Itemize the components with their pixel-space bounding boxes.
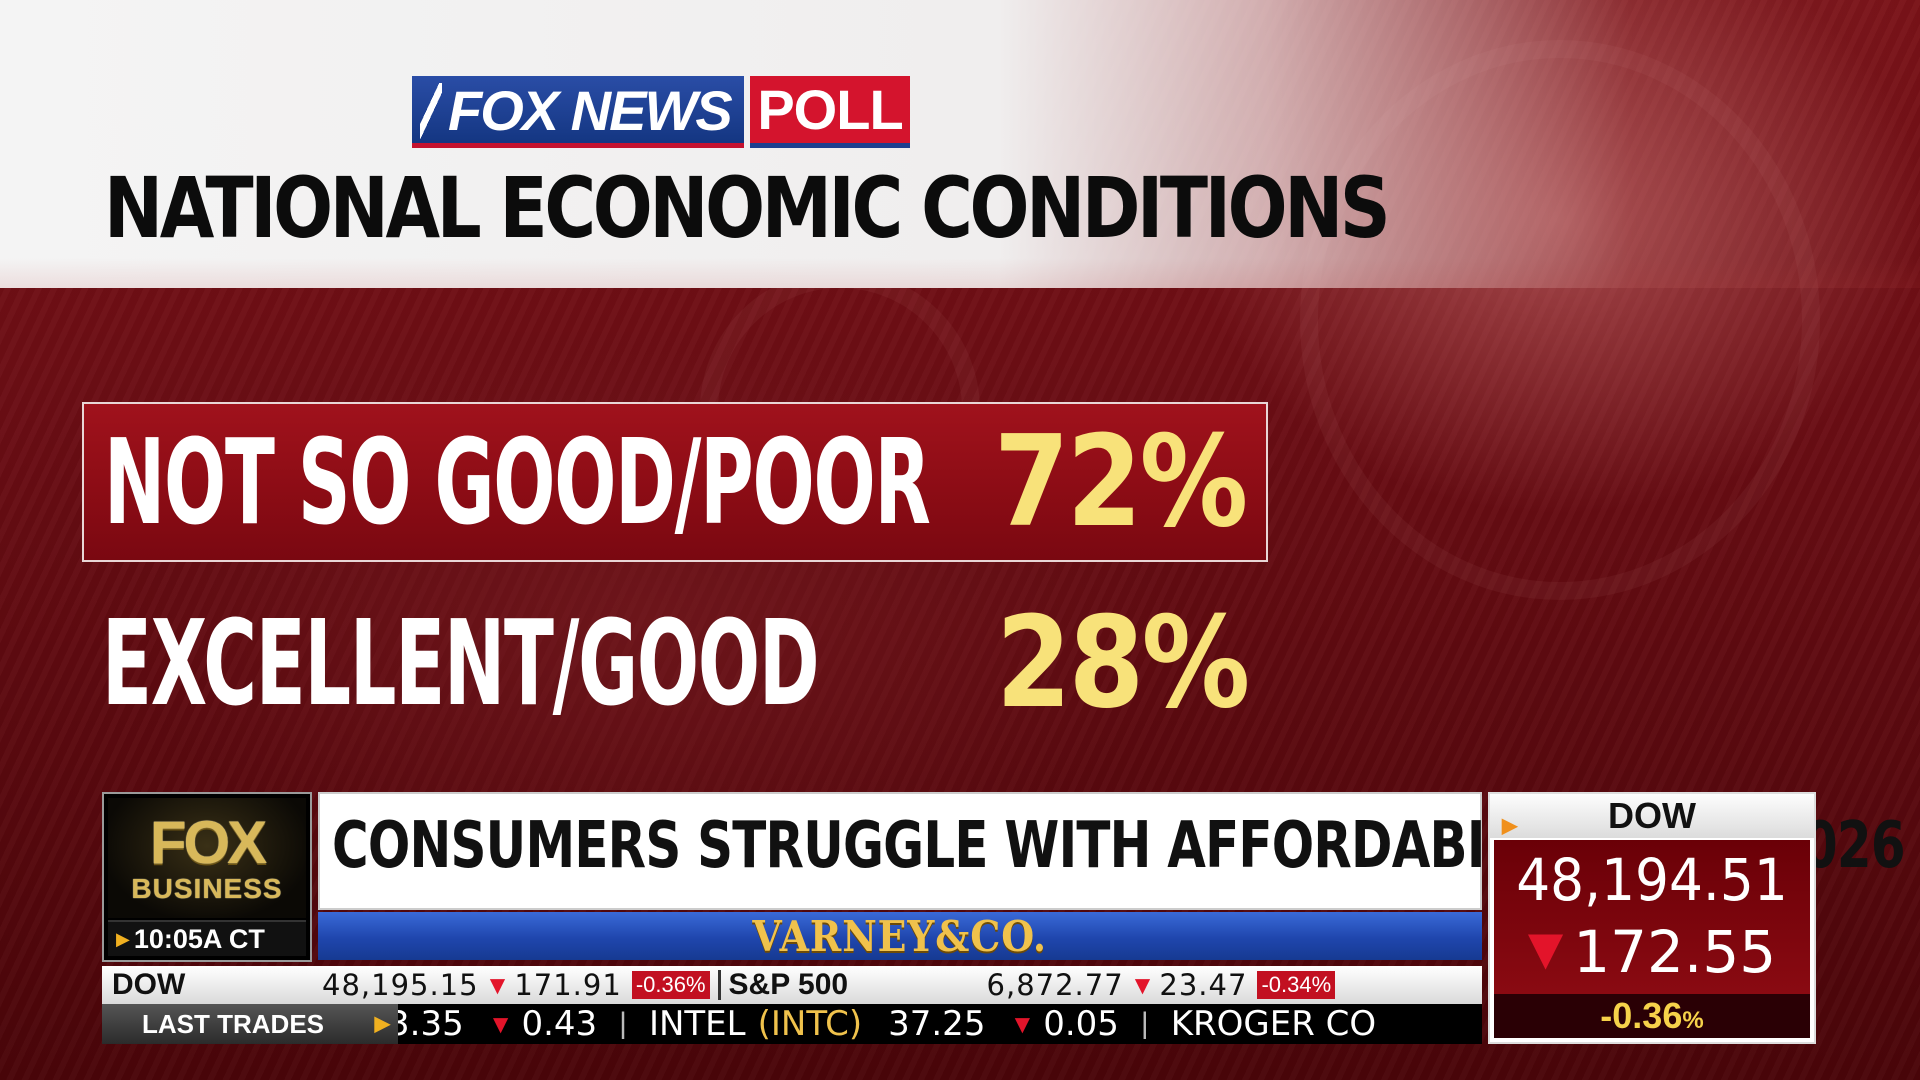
fox-news-slash-icon xyxy=(420,82,442,139)
down-triangle-icon: ▼ xyxy=(1009,1008,1036,1039)
dow-index-change: 172.55 xyxy=(1573,918,1777,986)
clock-time: 10:05A CT xyxy=(133,923,265,954)
result-value: 72% xyxy=(994,408,1248,555)
dow-index-header: ▶ DOW xyxy=(1490,794,1814,838)
dow-index-value: 48,194.51 xyxy=(1516,846,1788,914)
trade-change: 0.05 xyxy=(1043,1004,1119,1044)
trade-symbol: (INTC) xyxy=(757,1004,863,1044)
down-triangle-icon: ▼ xyxy=(484,969,511,1000)
dow-index-change-row: ▼ 172.55 xyxy=(1494,918,1810,986)
trade-name: KROGER CO xyxy=(1170,1004,1377,1044)
clock-bar: ▶ 10:05A CT xyxy=(108,920,306,956)
ticker-value: 48,195.15 xyxy=(322,968,479,1002)
last-trades-label: LAST TRADES ▶ xyxy=(102,1004,398,1044)
result-label: EXCELLENT/GOOD xyxy=(102,594,820,732)
ticker-change: 23.47 xyxy=(1159,968,1248,1002)
fox-news-poll-logo: FOX NEWS POLL xyxy=(412,76,910,148)
down-triangle-icon: ▼ xyxy=(1129,969,1156,1000)
trade-price: 37.25 xyxy=(888,1004,986,1044)
ticker-name: S&P 500 xyxy=(728,968,849,1001)
show-name: VARNEY&CO. xyxy=(752,911,1048,961)
result-label: NOT SO GOOD/POOR xyxy=(104,413,931,551)
down-triangle-icon: ▼ xyxy=(487,1008,514,1039)
ticker-change: 171.91 xyxy=(514,968,622,1002)
fox-business-logo-bottom: BUSINESS xyxy=(131,873,283,904)
trade-price: 3.35 xyxy=(388,1004,464,1044)
last-trades-text: LAST TRADES xyxy=(142,1009,324,1039)
percent-sign: % xyxy=(1682,1007,1704,1034)
play-arrow-icon: ▶ xyxy=(374,1013,390,1035)
show-name-bar: VARNEY&CO. xyxy=(318,911,1482,961)
ticker-value: 6,872.77 xyxy=(986,968,1124,1002)
dow-index-percent-value: -0.36 xyxy=(1600,995,1683,1036)
fox-news-label: FOX NEWS xyxy=(448,79,733,142)
ticker-percent: -0.36% xyxy=(631,971,710,999)
ticker-name: DOW xyxy=(112,968,186,1001)
ticker-divider: | xyxy=(1140,1007,1149,1040)
play-arrow-icon: ▶ xyxy=(1502,815,1518,837)
fox-business-bug: FOX BUSINESS ▶ 10:05A CT xyxy=(102,792,312,962)
title-band xyxy=(0,0,1920,288)
market-ticker: DOW 48,195.15 ▼ 171.91 -0.36% S&P 500 6,… xyxy=(102,966,1482,1004)
dow-index-percent: -0.36% xyxy=(1494,994,1810,1038)
fox-business-logo: FOX BUSINESS xyxy=(108,798,306,918)
result-row-excellent-good: EXCELLENT/GOOD 28% xyxy=(82,585,1268,745)
result-row-not-so-good-poor: NOT SO GOOD/POOR 72% xyxy=(82,402,1268,562)
ticker-percent: -0.34% xyxy=(1257,971,1336,999)
down-triangle-icon: ▼ xyxy=(1527,921,1564,975)
play-arrow-icon: ▶ xyxy=(116,928,130,949)
trade-name: INTEL xyxy=(648,1004,746,1044)
poll-badge: POLL xyxy=(750,76,910,148)
last-trades-ticker: LAST TRADES ▶ 3.35 ▼ 0.43 | INTEL (INTC)… xyxy=(102,1004,1482,1044)
fox-business-logo-top: FOX xyxy=(149,809,267,876)
headline-box: CONSUMERS STRUGGLE WITH AFFORDABILITY IN… xyxy=(318,792,1906,910)
ticker-divider xyxy=(717,970,721,1000)
trade-change: 0.43 xyxy=(521,1004,598,1044)
fox-news-wordmark: FOX NEWS xyxy=(412,76,744,148)
dow-index-body: 48,194.51 ▼ 172.55 xyxy=(1494,840,1810,994)
result-value: 28% xyxy=(996,589,1250,736)
poll-title: NATIONAL ECONOMIC CONDITIONS xyxy=(104,159,1391,257)
dow-index-label: DOW xyxy=(1608,795,1696,836)
ticker-divider: | xyxy=(619,1007,627,1040)
dow-index-box: ▶ DOW 48,194.51 ▼ 172.55 -0.36% xyxy=(1488,792,1816,1044)
